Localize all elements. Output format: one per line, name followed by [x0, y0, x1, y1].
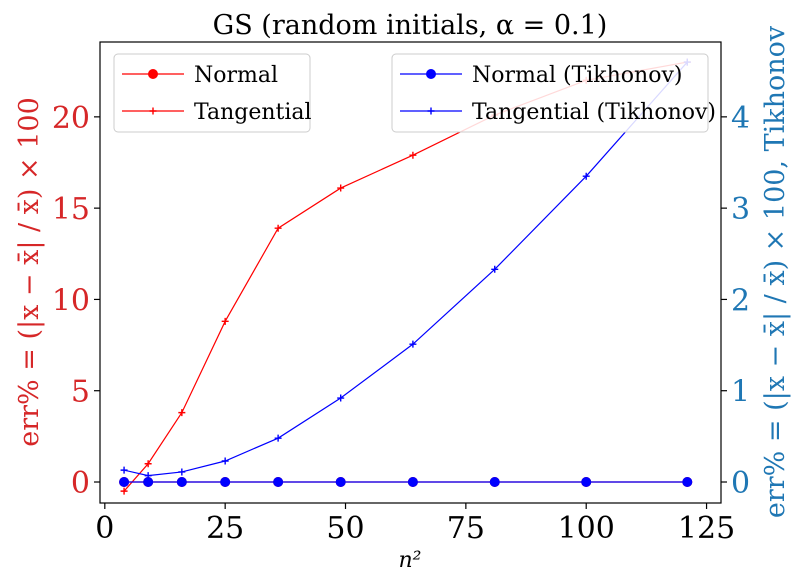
legend-marker	[148, 69, 158, 79]
data-point-tangential	[337, 184, 345, 192]
data-point-tangential-tikhonov	[178, 468, 186, 476]
data-point-tangential-tikhonov	[144, 472, 152, 480]
data-point-normal-tikhonov	[682, 477, 693, 488]
data-point-tangential	[274, 224, 282, 232]
y-right-tick-label: 0	[731, 466, 750, 501]
legend-label: Tangential (Tikhonov)	[472, 100, 716, 125]
y-right-tick-label: 4	[731, 101, 750, 136]
y-right-tick-label: 1	[731, 375, 750, 410]
data-point-normal-tikhonov	[489, 477, 500, 488]
y-right-tick-label: 3	[731, 192, 750, 227]
y-axis-label-left: err% = (|x − x̄| / x̄) × 100	[14, 97, 45, 447]
series-line-tangential-tikhonov	[123, 61, 688, 477]
x-tick-label: 125	[678, 511, 735, 546]
data-point-normal-tikhonov	[273, 477, 284, 488]
y-right-tick-label: 2	[731, 283, 750, 318]
data-point-tangential	[144, 460, 152, 468]
x-tick-label: 75	[447, 511, 485, 546]
data-point-tangential-tikhonov	[409, 340, 417, 348]
plot-frame	[99, 41, 722, 504]
y-axis-left: 0 5 10 15 20	[52, 101, 100, 501]
data-point-normal-tikhonov	[581, 477, 592, 488]
data-point-tangential	[409, 151, 417, 159]
legend-label: Tangential	[194, 100, 312, 125]
legend-label: Normal (Tikhonov)	[472, 63, 682, 88]
legend-box	[391, 53, 709, 133]
data-point-normal-tikhonov	[220, 477, 231, 488]
data-point-tangential-tikhonov	[274, 434, 282, 442]
y-left-tick-label: 5	[71, 375, 90, 410]
x-tick-label: 25	[206, 511, 244, 546]
legend-upper-right: Normal (Tikhonov) Tangential (Tikhonov)	[391, 53, 716, 133]
legend-marker	[426, 69, 436, 79]
y-left-tick-label: 0	[71, 466, 90, 501]
data-point-tangential	[221, 317, 229, 325]
x-tick-label: 100	[558, 511, 615, 546]
x-tick-label: 0	[95, 511, 114, 546]
data-point-tangential-tikhonov	[582, 172, 590, 180]
legend-marker	[427, 107, 435, 115]
data-point-tangential-tikhonov	[337, 394, 345, 402]
series-normal-tikhonov	[119, 477, 693, 488]
data-point-tangential	[120, 487, 128, 495]
legend-upper-left: Normal Tangential	[113, 53, 312, 133]
x-axis: 0 25 50 75 100 125	[95, 503, 735, 546]
legend-marker	[149, 107, 157, 115]
data-point-tangential-tikhonov	[120, 466, 128, 474]
data-point-normal-tikhonov	[176, 477, 187, 488]
x-axis-label: n²	[399, 548, 422, 573]
data-point-normal-tikhonov	[119, 477, 130, 488]
chart-title: GS (random initials, α = 0.1)	[213, 10, 608, 41]
y-left-tick-label: 15	[52, 192, 90, 227]
data-point-normal-tikhonov	[407, 477, 418, 488]
y-axis-right: 0 1 2 3 4	[721, 101, 750, 501]
data-point-tangential-tikhonov	[221, 457, 229, 465]
y-left-tick-label: 10	[52, 283, 90, 318]
data-point-tangential-tikhonov	[491, 265, 499, 273]
data-point-tangential	[178, 409, 186, 417]
series-layer	[119, 58, 693, 495]
legend-label: Normal	[194, 63, 278, 88]
y-axis-label-right: err% = (|x − x̄| / x̄) × 100, Tikhonov	[760, 25, 791, 518]
y-left-tick-label: 20	[52, 101, 90, 136]
x-tick-label: 50	[326, 511, 364, 546]
data-point-normal-tikhonov	[335, 477, 346, 488]
